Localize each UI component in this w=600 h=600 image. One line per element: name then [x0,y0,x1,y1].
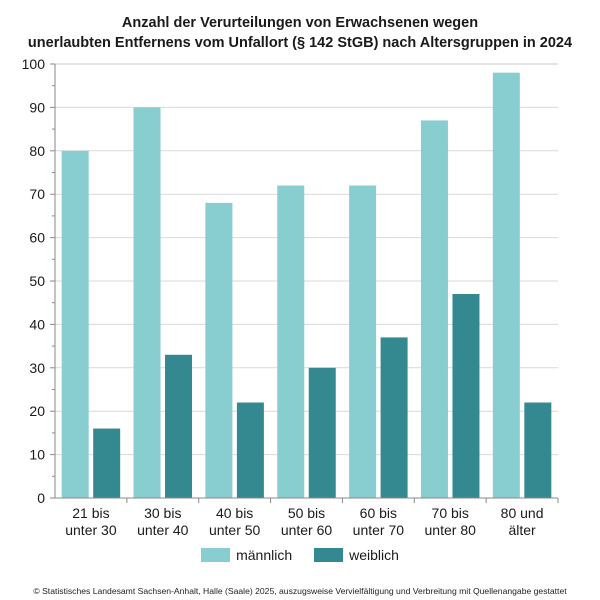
legend-label-weiblich: weiblich [349,547,399,563]
bar-maennlich [61,150,89,499]
bar-weiblich [452,294,480,498]
legend: männlich weiblich [0,547,600,563]
y-tick-label: 90 [29,99,45,115]
y-tick-labels: 0 10 20 30 40 50 60 70 80 90 100 [22,56,46,506]
y-tick-label: 0 [37,490,45,506]
x-tick-label: 70 bis unter 80 [425,505,477,538]
y-tick-label: 50 [29,273,45,289]
legend-item-weiblich[interactable]: weiblich [314,547,399,563]
y-tick-label: 70 [29,186,45,202]
y-tick-label: 40 [29,316,45,332]
legend-swatch-weiblich [314,548,344,562]
x-tick-label: 80 und älter [501,505,544,538]
x-tick-label: 50 bis unter 60 [281,505,333,538]
bar-weiblich [308,367,336,498]
legend-swatch-maennlich [201,548,231,562]
bar-weiblich [93,428,121,498]
legend-item-maennlich[interactable]: männlich [201,547,292,563]
y-tick-label: 80 [29,143,45,159]
axes [50,63,559,503]
x-tick-label: 21 bis unter 30 [65,505,117,538]
bar-maennlich [133,107,161,499]
chart-title-line-1: Anzahl der Verurteilungen von Erwachsene… [121,15,479,31]
y-tick-label: 20 [29,403,45,419]
copyright-footer: © Statistisches Landesamt Sachsen-Anhalt… [33,586,567,596]
y-tick-label: 30 [29,360,45,376]
x-tick-label: 40 bis unter 50 [209,505,261,538]
bar-maennlich [492,72,520,499]
y-tick-label: 100 [22,56,46,72]
y-tick-label: 10 [29,447,45,463]
bar-weiblich [524,402,552,498]
y-tick-label: 60 [29,230,45,246]
gridlines [55,63,558,456]
bar-maennlich [349,185,377,498]
chart-title-line-2: unerlaubten Entfernens vom Unfallort (§ … [27,35,573,51]
bar-maennlich [205,202,233,498]
bar-maennlich [277,185,305,498]
bars [61,72,552,499]
x-tick-label: 30 bis unter 40 [137,505,189,538]
legend-label-maennlich: männlich [236,547,293,563]
bar-weiblich [380,337,408,498]
bar-weiblich [165,354,193,498]
chart-title: Anzahl der Verurteilungen von Erwachsene… [0,13,600,53]
x-tick-label: 60 bis unter 70 [353,505,405,538]
bar-maennlich [420,120,448,499]
x-tick-labels: 21 bis unter 30 30 bis unter 40 40 bis unter … [65,505,543,538]
bar-weiblich [236,402,264,498]
